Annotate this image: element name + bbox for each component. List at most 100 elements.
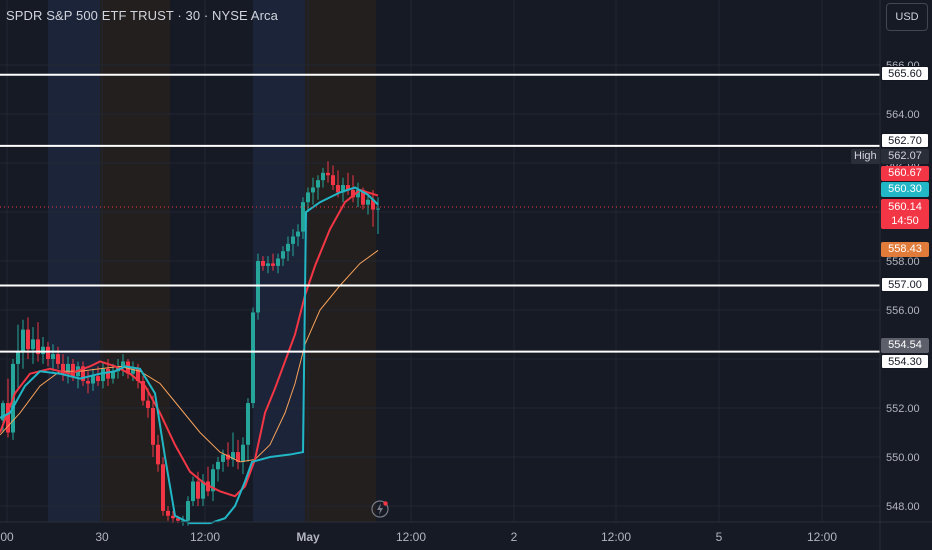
candle-body: [201, 481, 205, 499]
currency-button[interactable]: USD: [886, 3, 928, 31]
candle-body: [96, 376, 100, 382]
candle-body: [186, 501, 190, 521]
time-axis[interactable]: 00 30 12:00 May 12:00 2 12:00 5 12:00: [0, 530, 837, 544]
candle-body: [136, 368, 140, 382]
time-tick-label: 12:00: [807, 530, 837, 544]
candle-body: [86, 381, 90, 384]
time-tick-label: May: [296, 530, 320, 544]
price-tick-label: 550.00: [886, 452, 920, 464]
candle-body: [321, 172, 325, 181]
candle-body: [191, 481, 195, 502]
last-price-value: 560.14: [888, 201, 922, 213]
time-tick-label: 12:00: [601, 530, 631, 544]
ma-teal-line: [0, 186, 379, 525]
moving-averages: [0, 186, 379, 525]
price-tick-label: 552.00: [886, 403, 920, 415]
candle-body: [211, 469, 215, 492]
candle-body: [236, 452, 240, 462]
last-price-tag: 560.14 14:50: [881, 199, 929, 229]
ma-teal-tag: 560.30: [881, 182, 929, 197]
candle-body: [111, 371, 115, 379]
candle-body: [176, 518, 180, 521]
hline-tag-562[interactable]: 562.70: [881, 133, 929, 148]
price-tick-label: 558.00: [886, 256, 920, 268]
candle-body: [6, 403, 10, 433]
horizontal-lines[interactable]: [0, 73, 880, 353]
countdown-value: 14:50: [891, 215, 919, 227]
lightning-bolt-icon[interactable]: [371, 500, 389, 518]
candle-body: [56, 354, 60, 364]
candle-body: [326, 172, 330, 176]
candle-body: [101, 368, 105, 382]
candle-body: [16, 351, 20, 364]
time-tick-label: 12:00: [396, 530, 426, 544]
candle-body: [46, 346, 50, 359]
ma-orange-line: [0, 250, 379, 463]
candle-body: [1, 403, 5, 421]
candle-body: [246, 403, 250, 445]
ma-red-line: [0, 188, 379, 498]
candle-body: [366, 199, 370, 205]
candle-body: [91, 376, 95, 384]
candle-body: [356, 189, 360, 198]
candle-body: [221, 454, 225, 462]
candle-body: [301, 202, 305, 232]
candle-body: [371, 199, 375, 210]
candle-body: [66, 363, 70, 374]
prev-level-tag: 554.54: [881, 338, 929, 353]
candle-body: [51, 354, 55, 359]
candle-body: [241, 444, 245, 462]
candle-body: [286, 243, 290, 252]
ma-orange-tag: 558.43: [881, 242, 929, 257]
candle-body: [181, 520, 185, 522]
candle-body: [266, 263, 270, 266]
candle-body: [226, 454, 230, 460]
candle-body: [336, 185, 340, 193]
candle-body: [131, 368, 135, 374]
candle-body: [166, 510, 170, 516]
candle-body: [306, 192, 310, 203]
candle-body: [276, 258, 280, 266]
candle-body: [231, 452, 235, 460]
candle-body: [21, 329, 25, 352]
candle-body: [361, 189, 365, 205]
time-tick-label: 00: [0, 530, 14, 544]
hline-tag-554[interactable]: 554.30: [881, 354, 929, 369]
candle-body: [291, 236, 295, 244]
time-tick-label: 12:00: [190, 530, 220, 544]
candle-body: [316, 180, 320, 188]
grid-lines: [0, 0, 880, 522]
candle-body: [341, 185, 345, 193]
candle-body: [106, 368, 110, 379]
candle-body: [141, 381, 145, 401]
candle-body: [71, 363, 75, 377]
candle-body: [311, 187, 315, 193]
candle-body: [151, 408, 155, 445]
time-tick-label: 5: [716, 530, 723, 544]
ma-red-tag: 560.67: [881, 166, 929, 181]
candle-body: [331, 175, 335, 186]
candle-body: [296, 231, 300, 237]
candle-body: [261, 261, 265, 266]
candle-body: [146, 400, 150, 408]
candle-body: [216, 461, 220, 470]
hline-tag-557[interactable]: 557.00: [881, 277, 929, 292]
high-value-tag: 562.07: [881, 149, 929, 164]
high-label: High: [851, 149, 880, 164]
candle-body: [41, 346, 45, 355]
candle-body: [196, 481, 200, 499]
candle-body: [26, 329, 30, 350]
candle-body: [271, 263, 275, 266]
candle-body: [281, 251, 285, 259]
candle-body: [31, 339, 35, 350]
price-tick-label: 556.00: [886, 305, 920, 317]
hline-tag-565[interactable]: 565.60: [881, 66, 929, 81]
candle-body: [346, 185, 350, 190]
candle-body: [256, 261, 260, 313]
candle-body: [81, 366, 85, 382]
symbol-title[interactable]: SPDR S&P 500 ETF TRUST · 30 · NYSE Arca: [6, 8, 278, 23]
candle-body: [376, 208, 380, 210]
price-tick-label: 548.00: [886, 501, 920, 513]
candle-body: [161, 464, 165, 511]
